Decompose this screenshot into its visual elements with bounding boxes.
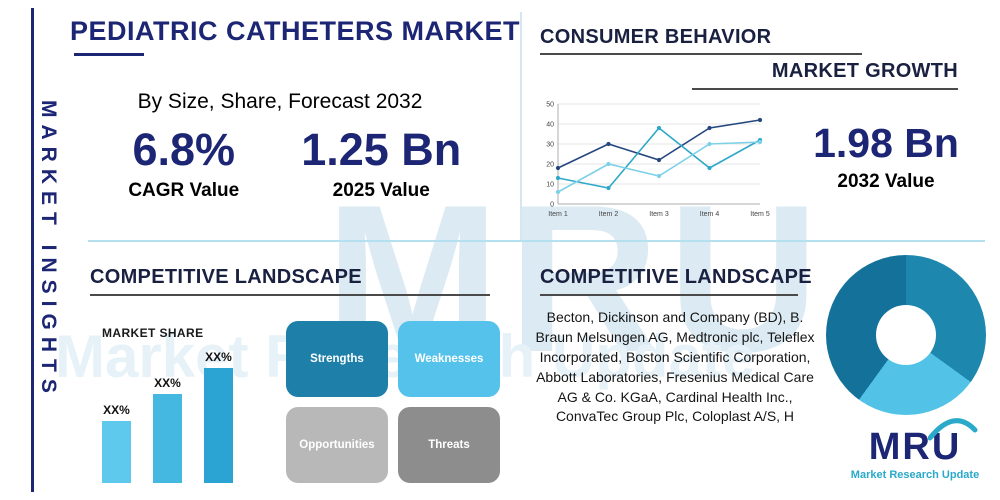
cagr-label: CAGR Value [128,179,240,201]
y-tick-label: 0 [550,202,554,209]
market-growth-underline [692,88,958,90]
section-heading-competitive-landscape-left: COMPETITIVE LANDSCAPE [90,266,362,288]
section-divider [88,240,985,242]
forecast-label: 2032 Value [837,171,935,193]
bar-column: XX% [102,403,131,483]
swot-opportunities-label: Opportunities [299,439,375,451]
growth-line-chart: 0 10 20 30 40 50 Item 1 Item 2 Item 3 Item 4 Item … [546,102,770,219]
swot-strengths-tile: Strengths [286,321,388,397]
cagr-stat: 6.8% CAGR Value [85,124,283,202]
title-underline [74,53,144,56]
base-year-value: 1.25 Bn [301,124,462,175]
competitive-landscape-right-underline [540,294,798,296]
base-year-stat: 1.25 Bn 2025 Value [283,124,481,202]
market-share-bar [153,394,182,483]
bar-value-label: XX% [103,403,130,417]
stats-row: 6.8% CAGR Value 1.25 Bn 2025 Value [85,124,480,202]
series-light-blue-marker [757,139,763,145]
x-tick-label: Item 5 [750,211,770,218]
market-insights-vertical-label: MARKET INSIGHTS [37,100,60,400]
logo-text: MRU [868,426,962,468]
bar-value-label: XX% [205,350,232,364]
series-light-blue-marker [656,173,662,179]
series-teal-marker [707,165,712,171]
series-light-blue-marker [606,161,611,167]
y-tick-label: 40 [546,122,554,129]
base-year-label: 2025 Value [332,179,430,201]
market-share-bar [102,421,131,483]
series-navy-marker [757,117,763,123]
market-share-bar-chart: XX% XX% XX% [102,345,274,483]
swot-weaknesses-label: Weaknesses [414,353,484,365]
series-navy-marker [656,157,662,163]
y-tick-label: 50 [546,102,554,109]
forecast-value: 1.98 Bn [813,120,959,166]
x-tick-label: Item 4 [700,211,720,218]
bar-column: XX% [153,376,182,483]
bar-column: XX% [204,350,233,483]
market-share-label: MARKET SHARE [102,326,204,340]
cagr-value: 6.8% [132,124,236,175]
forecast-stat: 1.98 Bn 2032 Value [788,120,984,193]
swot-weaknesses-tile: Weaknesses [398,321,500,397]
series-teal-marker [606,185,611,191]
top-vertical-divider [520,12,522,240]
bar-value-label: XX% [154,376,181,390]
market-share-bar [204,368,233,483]
series-teal-marker [555,175,561,181]
donut-chart [826,255,986,415]
series-teal-marker [656,125,662,131]
page-title: PEDIATRIC CATHETERS MARKET [70,16,520,46]
y-tick-label: 30 [546,142,554,149]
page-subtitle: By Size, Share, Forecast 2032 [137,90,423,113]
series-light-blue-marker [555,189,561,195]
logo-tagline: Market Research Update [850,469,980,481]
y-tick-label: 10 [546,182,554,189]
x-tick-label: Item 3 [649,211,669,218]
section-heading-market-growth: MARKET GROWTH [771,60,958,82]
series-light-blue-marker [707,141,712,147]
section-heading-competitive-landscape-right: COMPETITIVE LANDSCAPE [540,266,812,288]
swot-grid: Strengths Weaknesses Opportunities Threa… [286,321,500,483]
x-tick-label: Item 1 [548,211,568,218]
swot-strengths-label: Strengths [310,353,364,365]
series-navy-marker [555,165,561,171]
series-navy-marker [606,141,611,147]
swot-threats-label: Threats [428,439,470,451]
y-tick-label: 20 [546,162,554,169]
companies-paragraph: Becton, Dickinson and Company (BD), B. B… [535,309,815,425]
swot-opportunities-tile: Opportunities [286,407,388,483]
consumer-behavior-underline [540,53,862,55]
competitive-landscape-left-underline [90,294,490,296]
mru-logo: MRU Market Research Update [836,418,994,481]
section-heading-consumer-behavior: CONSUMER BEHAVIOR [540,26,772,48]
series-navy-marker [707,125,712,131]
x-tick-label: Item 2 [599,211,619,218]
swot-threats-tile: Threats [398,407,500,483]
logo-swoosh-icon [928,418,978,441]
left-rail-line [31,8,34,492]
